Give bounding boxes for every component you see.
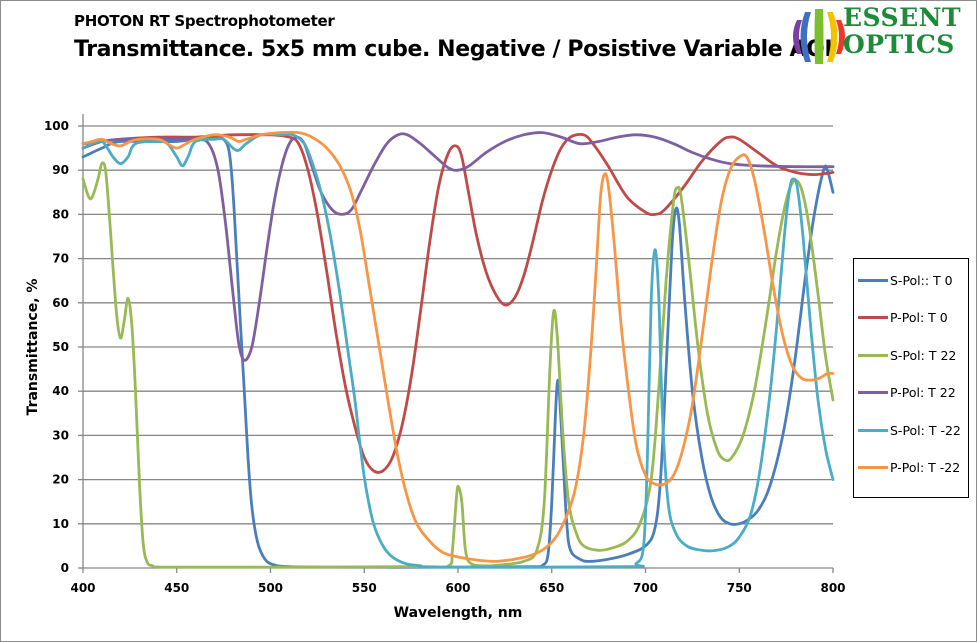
x-tick-label: 700 [633,581,658,595]
chart-subtitle: PHOTON RT Spectrophotometer [74,12,335,30]
legend-item: S-Pol:: T 0 [858,272,953,288]
legend-label: S-Pol: T -22 [890,422,961,438]
series-line-5 [81,132,835,569]
legend-label: P-Pol: T 0 [890,310,948,325]
legend-label: S-Pol:: T 0 [890,272,953,288]
y-tick-label: 10 [52,517,69,531]
logo-text: ESSENT OPTICS [843,4,961,58]
x-tick-label: 400 [70,581,95,595]
y-tick-label: 80 [52,207,69,221]
logo-stripe [814,9,824,64]
legend-swatch [858,278,888,282]
series-line-4 [81,131,835,362]
logo-line-1: ESSENT [843,3,962,32]
legend-swatch [858,466,888,469]
y-tick-label: 30 [52,428,69,442]
logo-mark-icon [793,9,845,64]
x-tick-label: 550 [352,581,377,595]
legend-item: S-Pol: T 22 [858,347,956,363]
logo-line-2: OPTICS [843,30,955,59]
y-axis-title: Transmittance, % [25,279,41,416]
chart-title: Transmittance. 5x5 mm cube. Negative / P… [74,37,833,62]
x-axis-title: Wavelength, nm [394,605,523,621]
x-tick-label: 650 [539,581,564,595]
x-tick-label: 500 [258,581,283,595]
legend-label: P-Pol: T 22 [890,385,956,400]
legend-swatch [858,428,888,432]
legend-item: P-Pol: T 22 [858,385,956,401]
y-tick-label: 40 [52,384,69,398]
series-line-1 [81,135,835,569]
legend-swatch [858,316,888,319]
y-tick-label: 60 [52,296,69,310]
logo-stripe [836,20,845,54]
legend-item: S-Pol: T -22 [858,422,961,438]
series-line-3 [81,161,835,569]
logo-stripe [800,12,811,62]
series-line-6 [81,130,835,563]
x-tick-label: 800 [820,581,845,595]
logo-stripe [827,12,838,62]
legend-swatch [858,353,888,357]
legend-item: P-Pol: T 0 [858,310,948,326]
y-tick-label: 100 [44,119,69,133]
x-tick-label: 750 [727,581,752,595]
x-tick-label: 600 [445,581,470,595]
legend-item: P-Pol: T -22 [858,460,960,476]
x-tick-label: 450 [164,581,189,595]
y-tick-label: 70 [52,252,69,266]
y-tick-label: 50 [52,340,69,354]
y-tick-label: 0 [61,561,69,575]
legend-label: P-Pol: T -22 [890,460,961,475]
y-tick-label: 20 [52,473,69,487]
legend-label: S-Pol: T 22 [890,347,957,363]
y-tick-label: 90 [52,163,69,177]
legend-swatch [858,391,888,394]
logo-stripe [793,20,802,54]
